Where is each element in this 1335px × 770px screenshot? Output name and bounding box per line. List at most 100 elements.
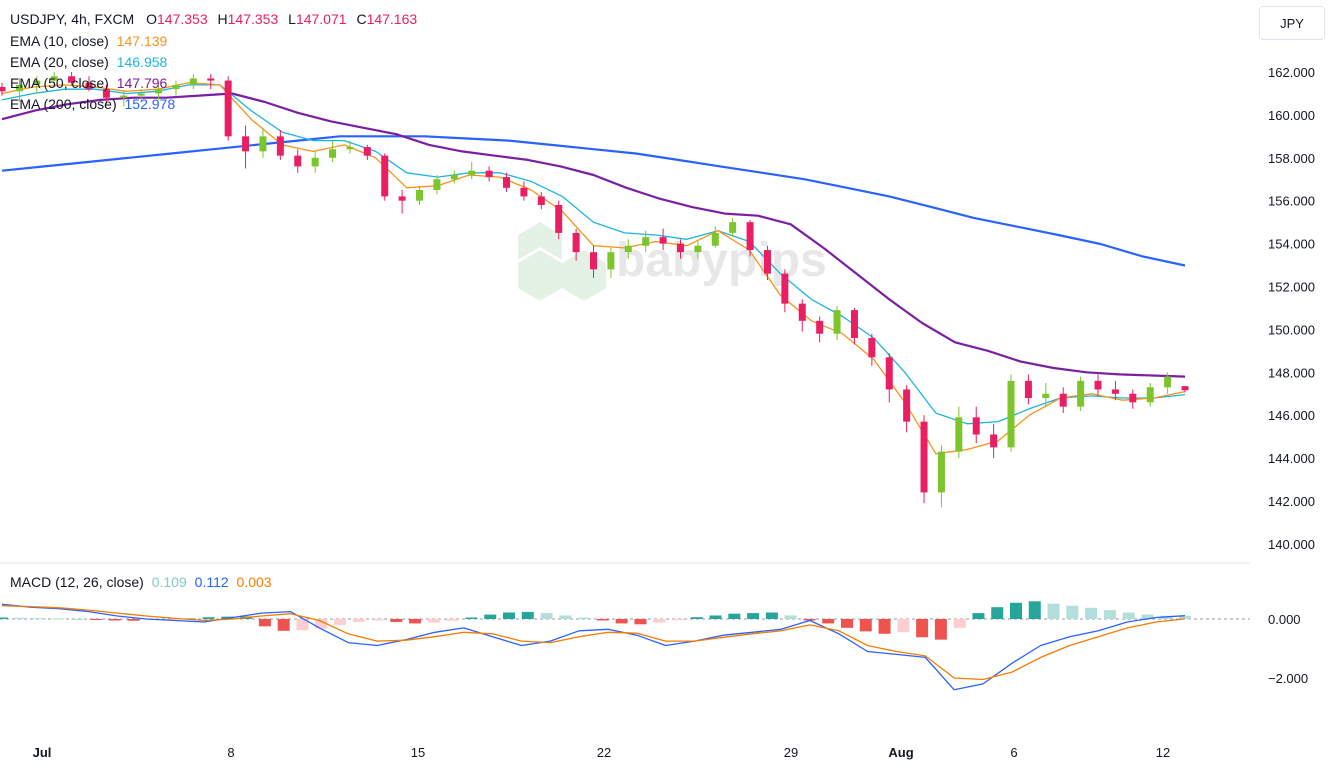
ema20-label: EMA (20, close) [10, 54, 109, 70]
macd-hist-bar [1085, 607, 1098, 619]
candle-body [537, 196, 545, 205]
candle-body [850, 310, 858, 338]
watermark-cube-icon [518, 222, 562, 260]
candle-body [224, 80, 232, 137]
candle-body [15, 84, 23, 92]
macd-tick-label: 0.000 [1268, 612, 1301, 627]
macd-hist-bar [709, 615, 722, 619]
price-tick-label: 162.000 [1268, 65, 1315, 80]
candle-body [1146, 387, 1154, 403]
close-label: C [356, 11, 367, 27]
candle-body [1181, 386, 1189, 391]
ema200-line [1, 135, 1186, 267]
time-tick-label: 15 [411, 745, 425, 760]
macd-hist-bar [503, 612, 515, 619]
candle-body [468, 170, 476, 175]
macd-hist-bar [1047, 603, 1060, 619]
candle-body [485, 170, 493, 178]
macd-hist-bar [672, 619, 684, 621]
candle-body [276, 136, 284, 156]
macd-hist-bar [127, 619, 140, 621]
candle-body [555, 204, 563, 233]
ema10-label: EMA (10, close) [10, 33, 109, 49]
candle-body [572, 232, 580, 253]
candle-body [172, 84, 180, 90]
macd-hist-bar [991, 607, 1004, 619]
time-tick-label: Jul [33, 745, 52, 760]
macd-hist-bar [390, 619, 403, 622]
macd-hist-bar [559, 615, 572, 619]
macd-hist-bar [540, 613, 553, 619]
ema50-value: 147.796 [116, 75, 168, 91]
macd-hist-bar [277, 619, 290, 631]
macd-tick-label: −2.000 [1268, 671, 1308, 686]
ema200-path [1, 135, 1186, 267]
macd-hist-bar [972, 613, 985, 619]
time-tick-label: Aug [888, 745, 913, 760]
macd-hist-bar [315, 619, 328, 629]
ema50-legend[interactable]: EMA (50, close) 147.796 [10, 73, 171, 94]
babypips-watermark: babypips [518, 222, 827, 301]
price-tick-label: 158.000 [1268, 151, 1315, 166]
macd-hist-bar [1179, 615, 1191, 619]
candle-body [381, 155, 389, 197]
candle-body [520, 187, 528, 197]
macd-hist-bar [615, 619, 628, 624]
candle-body [329, 149, 337, 158]
candle-body [711, 232, 719, 246]
macd-hist-bar [33, 618, 46, 620]
candle-body [624, 245, 632, 253]
macd-hist-bar [1122, 612, 1135, 619]
candle-body [816, 320, 824, 334]
candle-body [207, 78, 215, 81]
macd-hist-bar [427, 619, 440, 623]
macd-hist-bar [878, 619, 891, 634]
candle-body [868, 337, 876, 358]
macd-hist-bar [1066, 605, 1079, 619]
ema10-value: 147.139 [116, 33, 168, 49]
currency-button[interactable]: JPY [1259, 6, 1325, 40]
macd-hist-bar [765, 612, 778, 619]
macd-hist-bar [634, 619, 647, 625]
time-tick-label: 6 [1010, 745, 1017, 760]
candle-body [1129, 393, 1137, 403]
macd-hist-bar [446, 619, 459, 621]
ema200-legend[interactable]: EMA (200, close) 152.978 [10, 94, 179, 115]
ohlc-values: O147.353 H147.353 L147.071 C147.163 [146, 11, 421, 27]
ema20-line [1, 84, 1186, 425]
time-tick-label: 29 [784, 745, 798, 760]
candles-group [0, 72, 1189, 508]
candle-body [1077, 380, 1085, 407]
price-tick-label: 142.000 [1268, 494, 1315, 509]
low-label: L [288, 11, 296, 27]
ema50-line [1, 92, 1186, 378]
macd-lines [1, 603, 1186, 691]
candle-body [659, 237, 667, 244]
ema10-legend[interactable]: EMA (10, close) 147.139 [10, 31, 171, 52]
low-value: 147.071 [295, 11, 347, 27]
time-tick-label: 22 [597, 745, 611, 760]
candle-body [746, 222, 754, 251]
candle-body [990, 434, 998, 448]
candle-body [1042, 393, 1050, 399]
open-label: O [146, 11, 158, 27]
candle-body [694, 245, 702, 253]
high-label: H [217, 11, 228, 27]
ema20-value: 146.958 [116, 54, 168, 70]
price-tick-label: 146.000 [1268, 408, 1315, 423]
macd-hist-bar [784, 615, 797, 619]
ema50-path [1, 92, 1186, 378]
candle-body [763, 250, 771, 274]
macd-hist-bar [934, 619, 947, 640]
ema20-legend[interactable]: EMA (20, close) 146.958 [10, 52, 171, 73]
ema200-label: EMA (200, close) [10, 96, 117, 112]
price-tick-label: 148.000 [1268, 365, 1315, 380]
candle-body [433, 179, 441, 190]
candle-body [137, 93, 145, 96]
macd-hist-bar [334, 619, 346, 625]
macd-hist-bar [841, 619, 853, 628]
candle-body [398, 196, 406, 201]
macd-hist-bar [108, 619, 121, 621]
macd-legend[interactable]: MACD (12, 26, close) 0.109 0.112 0.003 [10, 572, 276, 593]
